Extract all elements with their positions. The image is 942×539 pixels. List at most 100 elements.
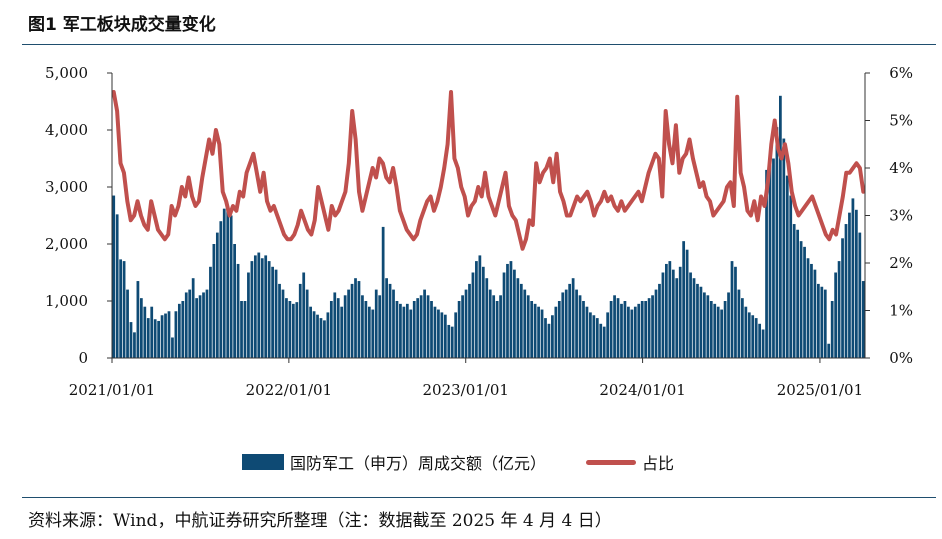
bar (727, 292, 730, 358)
bar (803, 246, 806, 358)
bar (354, 278, 357, 358)
bar (578, 295, 582, 358)
bar (371, 309, 375, 358)
bar (779, 95, 782, 359)
bar (737, 289, 741, 358)
bar (257, 252, 261, 358)
bar (796, 229, 800, 358)
bar (571, 278, 575, 358)
bar (295, 302, 299, 358)
bar (602, 326, 606, 358)
bar (595, 318, 599, 358)
bar (409, 309, 413, 358)
bar (419, 295, 423, 358)
bar (623, 301, 627, 358)
bar (164, 313, 167, 358)
bar (385, 278, 388, 358)
bar (329, 301, 333, 358)
bar (758, 323, 762, 358)
bar (696, 283, 699, 358)
bar (775, 127, 779, 359)
bar (240, 301, 243, 358)
bar (171, 337, 174, 358)
bar (533, 303, 537, 358)
bar (502, 272, 506, 358)
bar (754, 318, 758, 358)
bar (233, 244, 236, 358)
bar (692, 278, 696, 358)
bar (682, 241, 686, 358)
bar (720, 309, 724, 358)
bar (402, 306, 406, 358)
y-right-tick-label: 6% (889, 64, 913, 82)
bar (188, 289, 192, 358)
bar (399, 303, 402, 358)
bar (741, 298, 744, 358)
bar (506, 263, 509, 358)
bar (160, 315, 164, 358)
bar (861, 281, 865, 358)
bar (540, 309, 544, 358)
bar (412, 301, 416, 358)
bar (139, 298, 143, 358)
bar (816, 283, 820, 358)
bar (851, 198, 855, 358)
bar (174, 311, 178, 358)
bar (378, 295, 382, 358)
bar (609, 301, 613, 358)
bar (488, 289, 492, 358)
y-axis-left-ticks: 0 1,000 2,000 3,000 4,000 5,000 (45, 64, 112, 367)
bar (592, 315, 596, 358)
bar (841, 238, 844, 358)
bar (157, 320, 160, 358)
bar (264, 255, 268, 358)
bar (454, 312, 458, 358)
bar (361, 295, 364, 358)
bar (772, 158, 775, 358)
bar (471, 272, 475, 358)
bar (205, 289, 209, 358)
bar (274, 269, 278, 358)
bar (340, 306, 344, 358)
bar (212, 244, 216, 358)
bar-series (112, 95, 865, 359)
x-tick-label: 2022/01/01 (246, 381, 332, 399)
bar (647, 298, 651, 358)
legend-bar-swatch (242, 454, 284, 470)
y-right-tick-label: 5% (889, 112, 913, 130)
bar (416, 298, 420, 358)
bar (589, 312, 592, 358)
bar (133, 332, 136, 358)
bar (747, 312, 751, 358)
bar (278, 283, 281, 358)
bar (405, 303, 409, 358)
y-left-tick-label: 0 (78, 349, 88, 367)
bar (640, 301, 644, 358)
bar (464, 289, 468, 358)
bar (112, 195, 116, 358)
bar (298, 283, 302, 358)
bar (478, 255, 482, 358)
bar (633, 306, 637, 358)
y-right-tick-label: 3% (889, 207, 913, 225)
bar (347, 289, 350, 358)
bar (730, 261, 734, 358)
bar (834, 272, 838, 358)
bar (585, 306, 589, 358)
bar (333, 292, 337, 358)
bar (544, 318, 547, 358)
bar (499, 295, 502, 358)
bar (557, 301, 561, 358)
bar (495, 301, 499, 358)
bar (658, 283, 661, 358)
bar (150, 306, 154, 358)
bar (830, 301, 834, 358)
bar (222, 208, 226, 358)
bar (271, 266, 274, 358)
bar (761, 329, 765, 358)
bar (651, 295, 654, 358)
bar (126, 289, 129, 358)
bar (526, 295, 530, 358)
ratio-line (111, 90, 866, 251)
